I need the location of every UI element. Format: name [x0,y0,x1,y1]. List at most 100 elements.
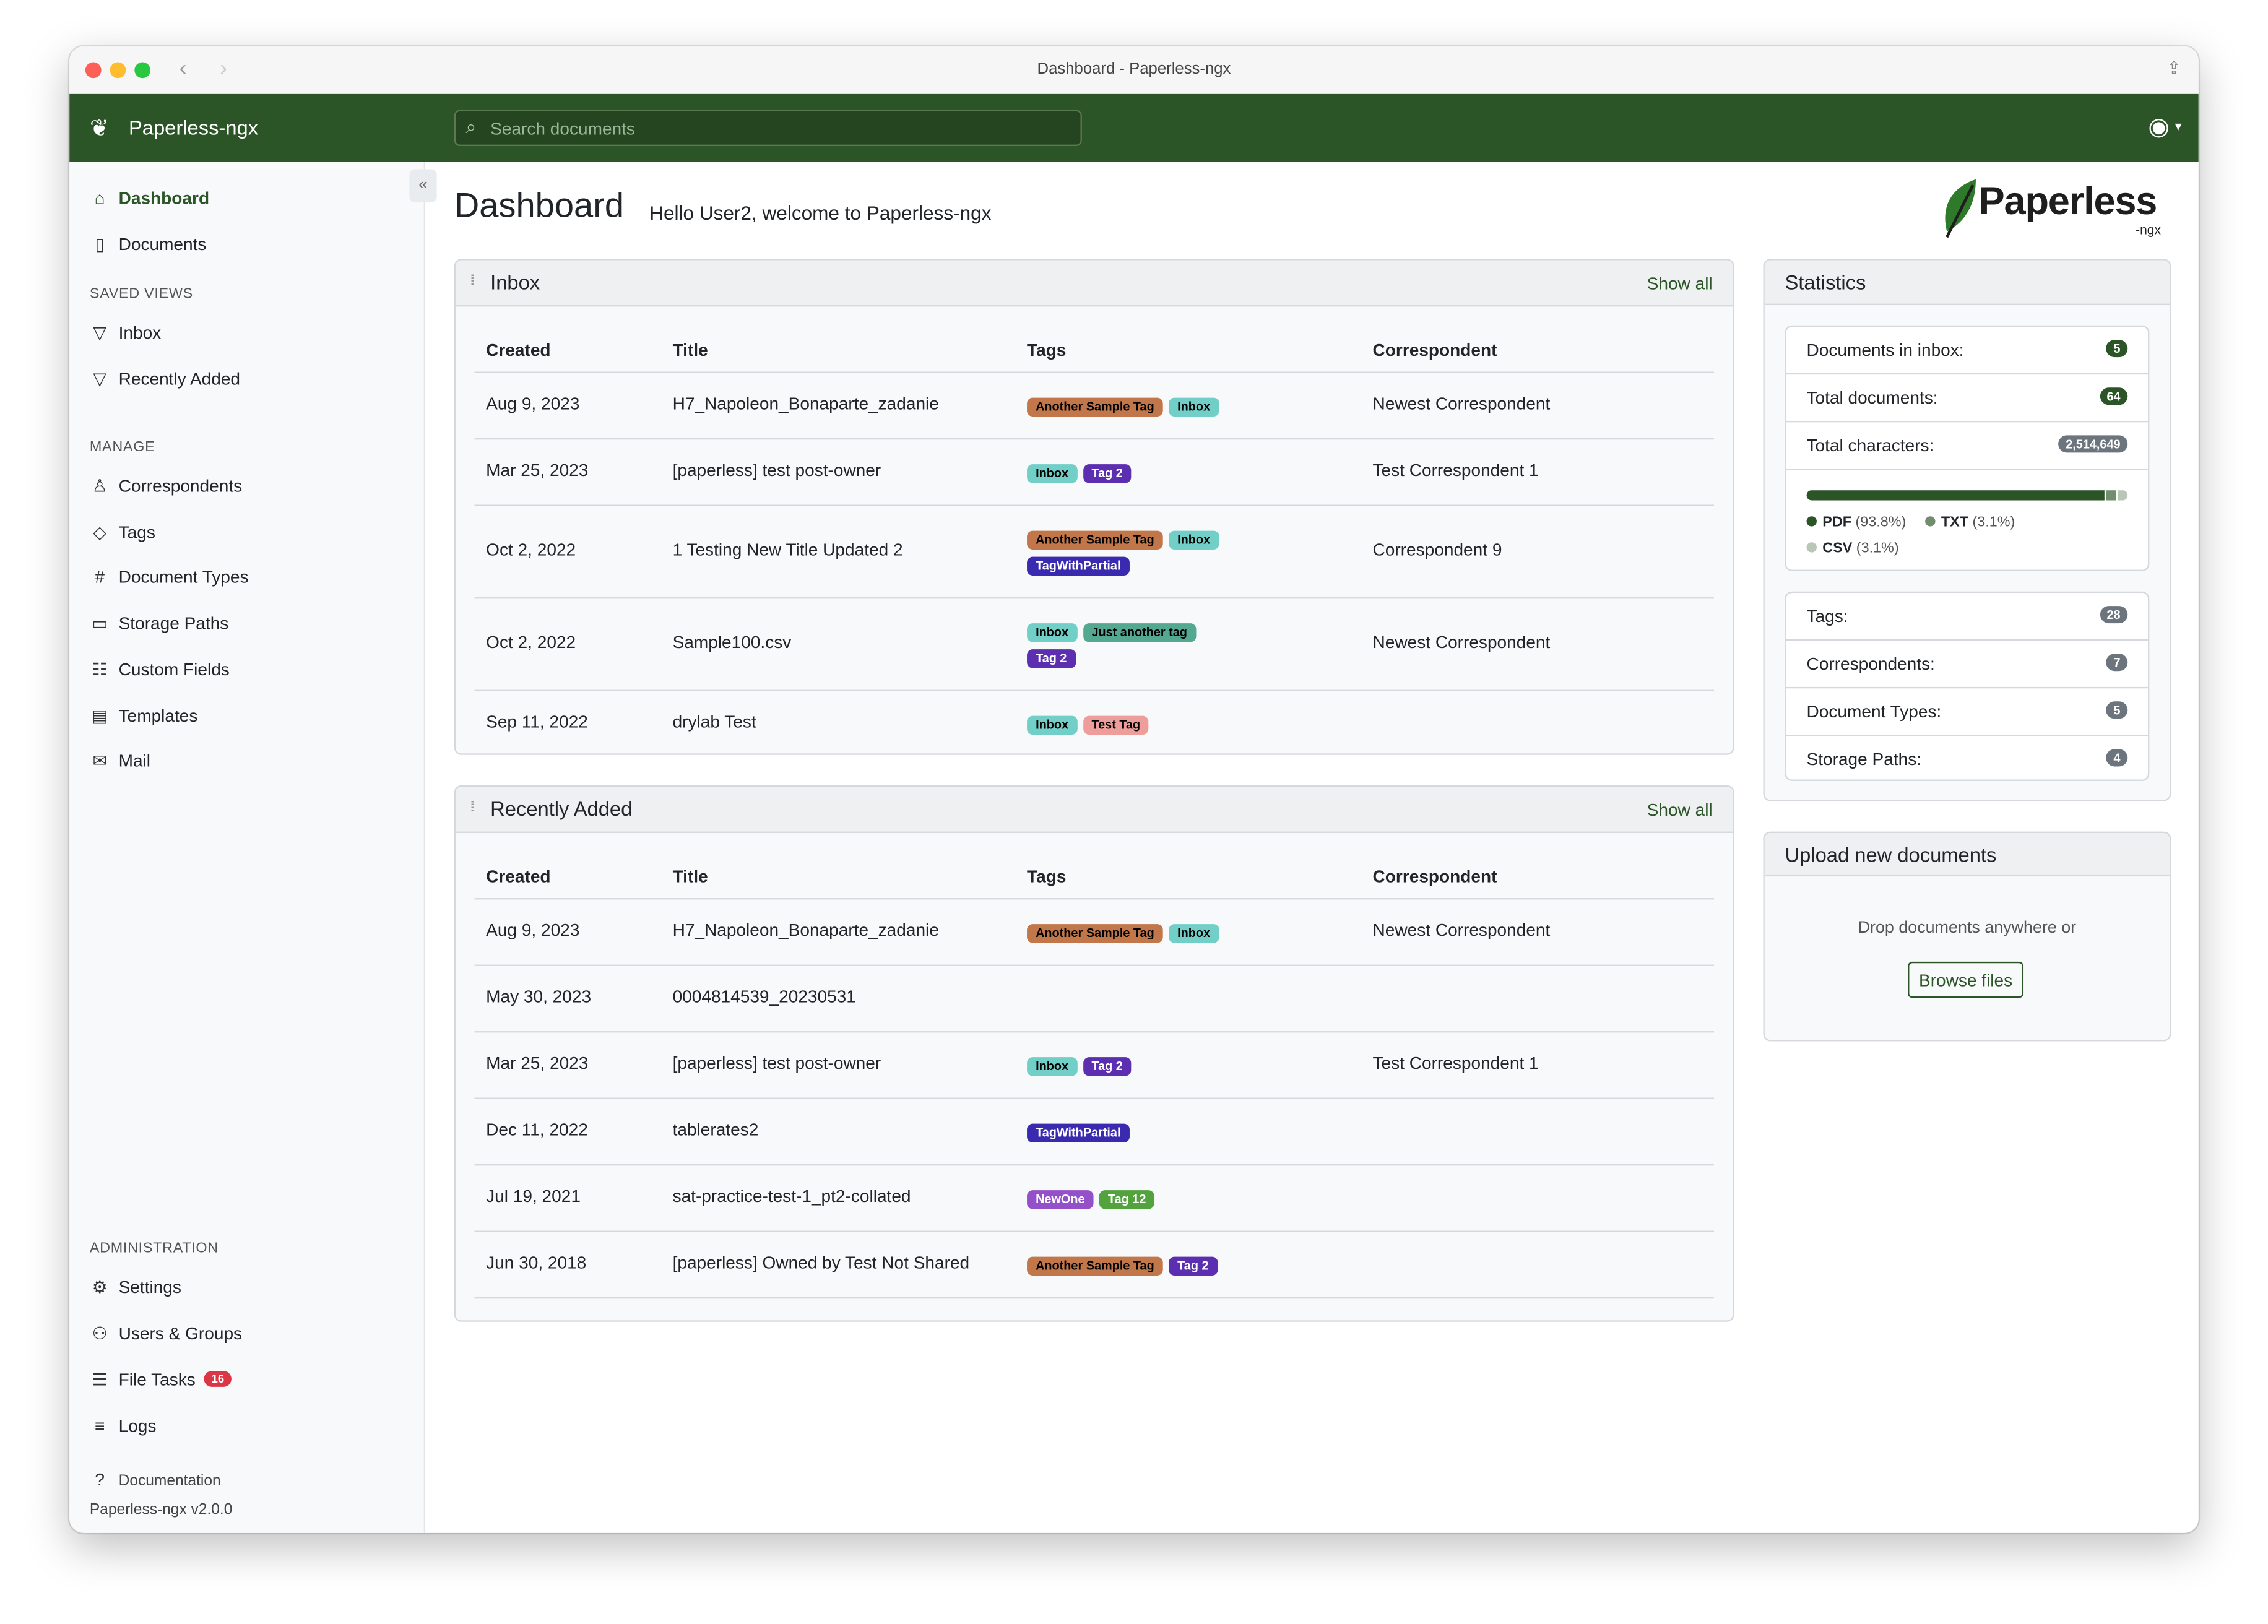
cell-title[interactable]: 1 Testing New Title Updated 2 [672,539,903,560]
funnel-icon: ▽ [93,368,107,389]
cell-created: Sep 11, 2022 [486,711,588,732]
stat-document-types[interactable]: Document Types: 5 [1786,688,2148,736]
drag-handle-icon[interactable]: ⁞⁞ [470,800,474,816]
sidebar-item-file-tasks[interactable]: ☰ File Tasks 16 [90,1370,232,1390]
tag-badge[interactable]: Another Sample Tag [1027,1256,1163,1276]
table-row[interactable]: Jul 19, 2021 sat-practice-test-1_pt2-coll… [474,1164,1714,1232]
browse-files-button[interactable]: Browse files [1908,961,2024,998]
tag-badge[interactable]: Test Tag [1083,715,1149,735]
sidebar-item-documents[interactable]: ▯ Documents [90,235,206,255]
column-header-correspondent[interactable]: Correspondent [1372,340,1497,360]
tag-badge[interactable]: Inbox [1027,1057,1078,1076]
stat-tags[interactable]: Tags: 28 [1786,593,2148,641]
tag-list: Inbox Tag 2 [1027,459,1345,485]
table-row[interactable]: Mar 25, 2023 [paperless] test post-owner I… [474,1031,1714,1099]
cell-title[interactable]: H7_Napoleon_Bonaparte_zadanie [672,393,939,414]
table-row[interactable]: Dec 11, 2022 tablerates2 TagWithPartial [474,1098,1714,1166]
search-input[interactable]: ⌕ Search documents [454,110,1082,147]
sidebar-item-settings[interactable]: ⚙ Settings [90,1277,181,1297]
tag-badge[interactable]: Tag 2 [1083,464,1132,483]
tag-badge[interactable]: Inbox [1169,397,1219,417]
table-row[interactable]: Mar 25, 2023 [paperless] test post-owner I… [474,438,1714,506]
column-header-correspondent[interactable]: Correspondent [1372,866,1497,887]
cell-title[interactable]: sat-practice-test-1_pt2-collated [672,1186,911,1206]
table-row[interactable]: May 30, 2023 0004814539_20230531 [474,965,1714,1033]
cell-title[interactable]: [paperless] test post-owner [672,1053,881,1073]
sidebar-item-tags[interactable]: ◇ Tags [90,522,155,543]
drag-handle-icon[interactable]: ⁞⁞ [470,273,474,290]
tag-badge[interactable]: Inbox [1027,715,1078,735]
tag-badge[interactable]: TagWithPartial [1027,556,1130,576]
column-header-title[interactable]: Title [672,866,708,887]
share-icon[interactable]: ⇪ [2166,58,2181,79]
tag-badge[interactable]: Tag 2 [1027,649,1076,668]
close-window-button[interactable] [85,62,102,79]
cell-title[interactable]: drylab Test [672,711,756,732]
tag-badge[interactable]: Inbox [1027,464,1078,483]
user-menu-icon[interactable]: ◉ [2148,113,2170,140]
sidebar-item-custom-fields[interactable]: ☷ Custom Fields [90,660,230,680]
funnel-icon: ▽ [93,322,107,343]
cell-title[interactable]: tablerates2 [672,1119,759,1140]
cell-title[interactable]: H7_Napoleon_Bonaparte_zadanie [672,920,939,940]
page-title: Dashboard [454,186,625,226]
collapse-sidebar-button[interactable]: « [409,169,437,203]
table-row[interactable]: Aug 9, 2023 H7_Napoleon_Bonaparte_zadanie… [474,898,1714,966]
sidebar-item-correspondents[interactable]: ♙ Correspondents [90,475,243,496]
sidebar-item-templates[interactable]: ▤ Templates [90,706,197,726]
table-row[interactable]: Sep 11, 2022 drylab Test Inbox Test Tag [474,690,1714,754]
brand-name[interactable]: Paperless-ngx [128,115,259,139]
sidebar-item-recently-added[interactable]: ▽ Recently Added [90,369,240,389]
cell-title[interactable]: Sample100.csv [672,632,792,652]
cell-created: Oct 2, 2022 [486,632,576,652]
column-header-created[interactable]: Created [486,340,551,360]
tag-badge[interactable]: Another Sample Tag [1027,530,1163,550]
tag-badge[interactable]: TagWithPartial [1027,1123,1130,1142]
leaf-logo-icon [1945,179,1976,238]
table-row[interactable]: Oct 2, 2022 Sample100.csv Inbox Just anothe… [474,597,1714,691]
tag-badge[interactable]: Another Sample Tag [1027,397,1163,417]
cell-title[interactable]: [paperless] test post-owner [672,460,881,480]
tag-badge[interactable]: NewOne [1027,1190,1094,1209]
back-icon[interactable]: ‹ [179,56,187,81]
tag-badge[interactable]: Tag 12 [1099,1190,1155,1209]
file-type-breakdown: PDF (93.8%) TXT (3.1%) CSV (3.1%) [1786,470,2148,571]
sidebar-item-document-types[interactable]: # Document Types [90,567,248,587]
table-row[interactable]: Jun 30, 2018 [paperless] Owned by Test No… [474,1231,1714,1299]
sidebar-item-dashboard[interactable]: ⌂ Dashboard [90,188,209,209]
tag-badge[interactable]: Inbox [1169,924,1219,943]
sidebar-item-logs[interactable]: ≡ Logs [90,1416,156,1436]
cell-correspondent: Newest Correspondent [1372,920,1551,940]
caret-down-icon[interactable]: ▼ [2172,119,2184,133]
table-row[interactable]: Oct 2, 2022 1 Testing New Title Updated 2… [474,505,1714,599]
table-row[interactable]: Aug 9, 2023 H7_Napoleon_Bonaparte_zadanie… [474,372,1714,440]
column-header-tags[interactable]: Tags [1027,866,1067,887]
maximize-window-button[interactable] [134,62,151,79]
sidebar-item-storage-paths[interactable]: ▭ Storage Paths [90,613,228,634]
tag-badge[interactable]: Another Sample Tag [1027,924,1163,943]
tag-badge[interactable]: Tag 2 [1169,1256,1218,1276]
sidebar-item-mail[interactable]: ✉ Mail [90,751,150,771]
show-all-link[interactable]: Show all [1647,800,1713,820]
file-type-bar [1806,490,2128,501]
tag-badge[interactable]: Just another tag [1083,623,1196,642]
sidebar-item-inbox[interactable]: ▽ Inbox [90,322,161,343]
documentation-link[interactable]: ? Documentation [90,1469,220,1490]
show-all-link[interactable]: Show all [1647,273,1713,294]
cell-title[interactable]: [paperless] Owned by Test Not Shared [672,1252,970,1273]
sidebar-item-label: Correspondents [118,475,243,496]
stat-correspondents[interactable]: Correspondents: 7 [1786,641,2148,689]
column-header-title[interactable]: Title [672,340,708,360]
column-header-tags[interactable]: Tags [1027,340,1067,360]
minimize-window-button[interactable] [110,62,126,79]
tag-badge[interactable]: Inbox [1027,623,1078,642]
tag-badge[interactable]: Inbox [1169,530,1219,550]
column-header-created[interactable]: Created [486,866,551,887]
tag-badge[interactable]: Tag 2 [1083,1057,1132,1076]
stat-storage-paths[interactable]: Storage Paths: 4 [1786,736,2148,782]
forward-icon[interactable]: › [220,56,227,81]
sidebar-item-users-groups[interactable]: ⚇ Users & Groups [90,1323,242,1344]
legend-dot [1806,516,1817,527]
tag-list: Inbox Tag 2 [1027,1052,1345,1078]
cell-title[interactable]: 0004814539_20230531 [672,986,856,1007]
